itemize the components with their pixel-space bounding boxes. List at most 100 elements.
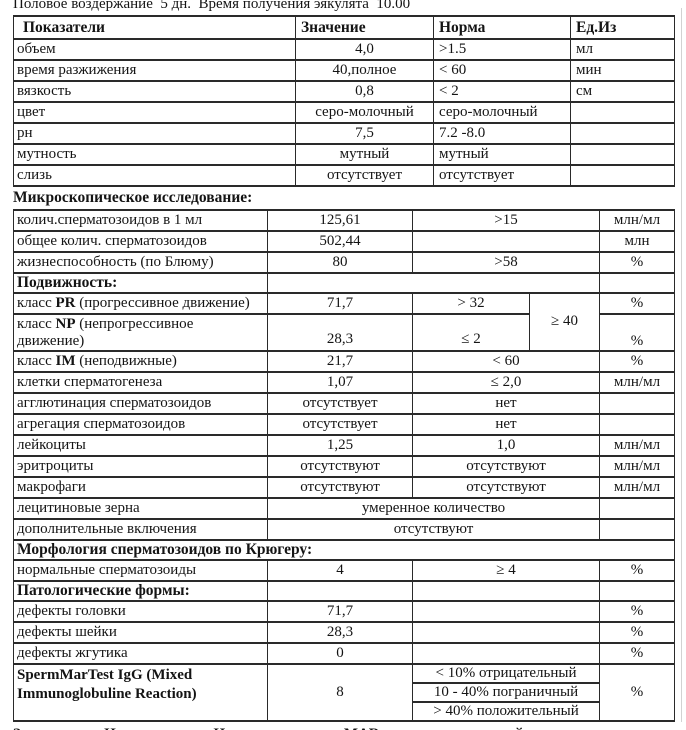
unit-cell: % [600, 664, 675, 722]
row-aggregation: агрегация сперматозоидов отсутствует нет [14, 414, 675, 436]
value-cell: отсутствуют [268, 477, 413, 499]
value-cell: отсутствует [296, 166, 434, 187]
label-part: движение) [17, 332, 85, 349]
row-liquefaction-time: время разжижения 40,полное < 60 мин [14, 61, 675, 82]
unit-cell: млн/мл [600, 456, 675, 478]
unit-cell: млн/мл [600, 211, 675, 232]
row-class-pr: класс PR (прогрессивное движение) 71,7 >… [14, 294, 675, 352]
norm-cell: 7.2 -8.0 [434, 124, 571, 145]
morphology-section-title: Морфология сперматозоидов по Крюгеру: [14, 540, 675, 561]
unit-cell: млн [600, 232, 675, 253]
norm-cell [413, 643, 600, 665]
row-mar-test: SpermMarTest IgG (Mixed Immunoglobuline … [14, 664, 675, 722]
value-cell: серо-молочный [296, 103, 434, 124]
norm-cell-line1: < 10% отрицательный [413, 664, 600, 684]
norm-cell-line3: > 40% положительный [413, 702, 600, 722]
value-cell: 1,07 [268, 372, 413, 394]
row-color: цвет серо-молочный серо-молочный [14, 103, 675, 124]
value-cell: 502,44 [268, 232, 413, 253]
unit-cell: мин [571, 61, 675, 82]
norm-cell: ≤ 2,0 [413, 372, 600, 394]
microscopic-exam-table: колич.сперматозоидов в 1 мл 125,61 >15 м… [13, 209, 675, 722]
indicator-cell: дефекты головки [14, 601, 268, 623]
indicator-cell: класс PR (прогрессивное движение) [14, 294, 268, 315]
norm-cell: ≥ 4 [413, 560, 600, 582]
row-ph: рн 7,5 7.2 -8.0 [14, 124, 675, 145]
unit-cell [600, 393, 675, 415]
indicator-cell: лейкоциты [14, 435, 268, 457]
scan-edge-artifact [681, 8, 682, 722]
norm-cell: 1,0 [413, 435, 600, 457]
row-pathology-section: Патологические формы: [14, 581, 675, 602]
norm-cell [413, 622, 600, 644]
row-motility-section: Подвижность: [14, 274, 675, 294]
indicator-cell: агрегация сперматозоидов [14, 414, 268, 436]
microscopic-exam-title: Микроскопическое исследование: [13, 189, 253, 206]
row-turbidity: мутность мутный мутный [14, 145, 675, 166]
row-mar-test-norm3: > 40% положительный [14, 702, 675, 722]
row-sperm-concentration: колич.сперматозоидов в 1 мл 125,61 >15 м… [14, 211, 675, 232]
unit-cell [571, 166, 675, 187]
column-header-value: Значение [296, 17, 434, 40]
row-spermatogenesis-cells: клетки сперматогенеза 1,07 ≤ 2,0 млн/мл [14, 372, 675, 394]
indicator-cell: объем [14, 40, 296, 61]
indicator-cell: макрофаги [14, 477, 268, 499]
value-cell: 0,8 [296, 82, 434, 103]
norm-cell: отсутствуют [413, 477, 600, 499]
row-tail-defects: дефекты жгутика 0 % [14, 643, 675, 665]
norm-cell [413, 232, 600, 253]
indicator-cell: дополнительные включения [14, 519, 268, 541]
row-agglutination: агглютинация сперматозоидов отсутствует … [14, 393, 675, 415]
row-lecithin-grains: лецитиновые зерна умеренное количество [14, 498, 675, 520]
unit-cell: см [571, 82, 675, 103]
value-cell: 0 [268, 643, 413, 665]
norm-cell: отсутствует [434, 166, 571, 187]
motility-section-title: Подвижность: [14, 274, 268, 294]
row-viscosity: вязкость 0,8 < 2 см [14, 82, 675, 103]
empty-cell [268, 581, 413, 602]
indicator-cell: рн [14, 124, 296, 145]
row-additional-inclusions: дополнительные включения отсутствуют [14, 519, 675, 541]
physical-exam-table: Показатели Значение Норма Ед.Из объем 4,… [13, 15, 675, 187]
value-cell-merged: умеренное количество [268, 498, 600, 520]
indicator-cell: общее колич. сперматозоидов [14, 232, 268, 253]
row-leukocytes: лейкоциты 1,25 1,0 млн/мл [14, 435, 675, 457]
norm-cell: >58 [413, 253, 600, 274]
indicator-cell: дефекты шейки [14, 622, 268, 644]
norm-cell: серо-молочный [434, 103, 571, 124]
unit-cell: % [600, 601, 675, 623]
norm-cell [413, 601, 600, 623]
row-neck-defects: дефекты шейки 28,3 % [14, 622, 675, 644]
value-cell: отсутствует [268, 393, 413, 415]
unit-cell: % [600, 315, 675, 352]
pathology-section-title: Патологические формы: [14, 581, 268, 602]
indicator-cell: эритроциты [14, 456, 268, 478]
label-part: (прогрессивное движение) [75, 295, 250, 312]
unit-cell: % [600, 622, 675, 644]
label-part: класс [17, 352, 56, 369]
row-morphology-section: Морфология сперматозоидов по Крюгеру: [14, 540, 675, 561]
value-cell: 80 [268, 253, 413, 274]
label-part: (непрогрессивное [75, 316, 194, 332]
row-mucus: слизь отсутствует отсутствует [14, 166, 675, 187]
norm-cell: >15 [413, 211, 600, 232]
unit-cell [571, 124, 675, 145]
value-cell: 40,полное [296, 61, 434, 82]
value-cell: 21,7 [268, 351, 413, 373]
norm-cell: > 32 [413, 294, 530, 315]
label-part-bold: NP [55, 316, 76, 332]
row-class-im: класс IM (неподвижные) 21,7 < 60 % [14, 351, 675, 373]
value-cell: 1,25 [268, 435, 413, 457]
indicator-cell: клетки сперматогенеза [14, 372, 268, 394]
indicator-cell: жизнеспособность (по Блюму) [14, 253, 268, 274]
unit-cell: млн/мл [600, 435, 675, 457]
indicator-cell: слизь [14, 166, 296, 187]
unit-cell: % [600, 351, 675, 373]
norm-cell: >1.5 [434, 40, 571, 61]
norm-cell: нет [413, 414, 600, 436]
value-cell: 4 [268, 560, 413, 582]
row-head-defects: дефекты головки 71,7 % [14, 601, 675, 623]
unit-cell: % [600, 643, 675, 665]
row-erythrocytes: эритроциты отсутствуют отсутствуют млн/м… [14, 456, 675, 478]
